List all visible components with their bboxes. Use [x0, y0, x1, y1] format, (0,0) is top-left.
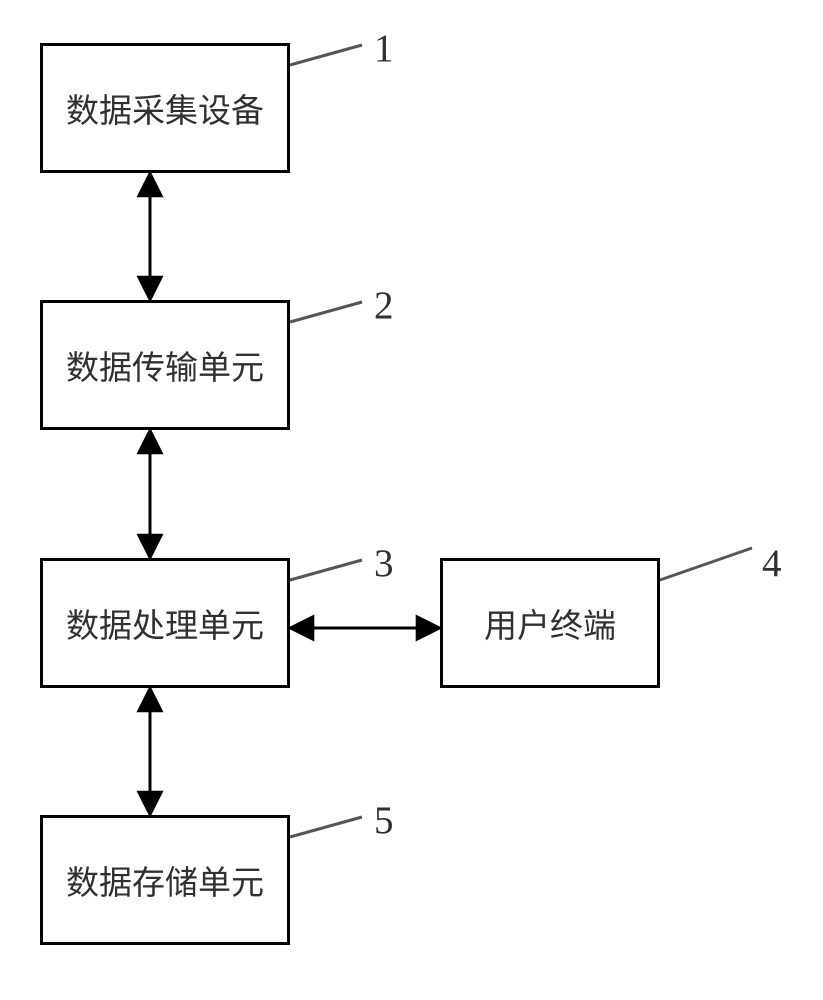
node-label: 数据传输单元 [66, 341, 264, 389]
node-n3: 数据处理单元 [40, 558, 290, 688]
ref-label-5: 5 [374, 798, 394, 843]
node-label: 数据存储单元 [66, 856, 264, 904]
ref-label-1: 1 [374, 26, 394, 71]
leader-line-2 [290, 302, 362, 322]
node-n2: 数据传输单元 [40, 300, 290, 430]
leader-line-3 [290, 560, 362, 580]
ref-label-4: 4 [762, 541, 782, 586]
node-n4: 用户终端 [440, 558, 660, 688]
leader-line-1 [290, 45, 362, 65]
node-label: 用户终端 [484, 599, 616, 647]
leader-line-4 [660, 548, 752, 580]
ref-label-2: 2 [374, 283, 394, 328]
node-label: 数据处理单元 [66, 599, 264, 647]
ref-label-3: 3 [374, 541, 394, 586]
node-n5: 数据存储单元 [40, 815, 290, 945]
leader-line-5 [290, 817, 362, 837]
node-n1: 数据采集设备 [40, 43, 290, 173]
node-label: 数据采集设备 [66, 84, 264, 132]
